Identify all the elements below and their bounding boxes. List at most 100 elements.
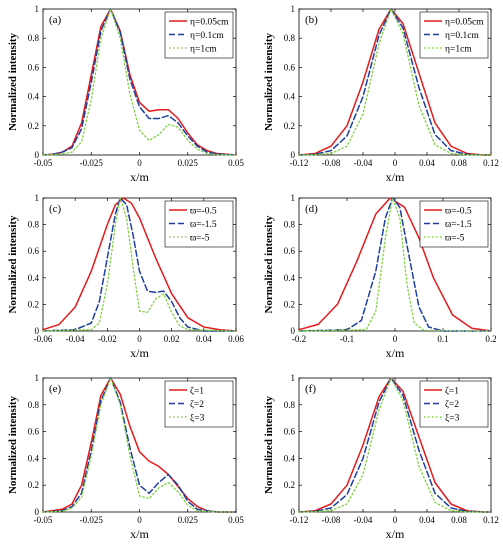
legend: ϖ=-0.5 ϖ=-1.5 ϖ=-5 bbox=[419, 200, 489, 248]
x-tick-label: -0.05 bbox=[34, 158, 53, 168]
y-tick-label: 0.2 bbox=[28, 121, 39, 131]
x-tick-label: -0.04 bbox=[66, 334, 85, 344]
legend-label: η=0.1cm bbox=[445, 31, 479, 41]
legend-label: ξ=3 bbox=[445, 414, 460, 424]
x-tick-label: -0.06 bbox=[34, 334, 53, 344]
y-tick-label: 0.2 bbox=[28, 299, 39, 309]
legend: ϖ=-0.5 ϖ=-1.5 ϖ=-5 bbox=[164, 200, 234, 248]
series-line-3 bbox=[298, 8, 492, 156]
y-tick-label: 0.4 bbox=[28, 273, 40, 283]
panel-label: (f) bbox=[305, 383, 316, 395]
y-axis-label: Normalized intensity bbox=[7, 215, 19, 314]
y-tick-label: 0 bbox=[35, 150, 40, 160]
y-tick-label: 0.2 bbox=[284, 121, 295, 131]
y-tick-label: 0.6 bbox=[28, 427, 40, 437]
x-tick-label: 0 bbox=[393, 158, 398, 168]
legend-label: ζ=2 bbox=[190, 399, 204, 410]
y-tick-label: 0.8 bbox=[28, 400, 40, 410]
series-line-3 bbox=[42, 8, 237, 156]
x-tick-label: 0.04 bbox=[419, 515, 435, 525]
legend: η=0.05cm η=0.1cm η=1cm bbox=[419, 11, 489, 59]
y-tick-label: 1 bbox=[35, 4, 40, 14]
x-axis-label: x/m bbox=[130, 170, 149, 184]
x-tick-label: 0.1 bbox=[437, 334, 448, 344]
y-tick-label: 0.6 bbox=[284, 427, 296, 437]
y-tick-label: 1 bbox=[291, 4, 296, 14]
x-tick-label: 0 bbox=[137, 515, 142, 525]
legend-box bbox=[164, 11, 234, 59]
series-line-2 bbox=[298, 8, 492, 156]
y-tick-label: 1 bbox=[291, 373, 296, 383]
y-tick-label: 0.8 bbox=[284, 400, 296, 410]
series-line-2 bbox=[42, 8, 237, 156]
legend-label: ζ=1 bbox=[190, 386, 204, 397]
y-tick-label: 0.8 bbox=[28, 220, 40, 230]
panel-label: (a) bbox=[49, 14, 62, 26]
x-tick-label: -0.12 bbox=[290, 158, 309, 168]
x-tick-label: 0.12 bbox=[483, 515, 499, 525]
legend-box bbox=[419, 380, 489, 428]
series-line-1 bbox=[42, 377, 237, 513]
legend-label: η=1cm bbox=[190, 45, 217, 55]
series-line-3 bbox=[42, 197, 237, 332]
y-tick-label: 0.4 bbox=[284, 92, 296, 102]
panel-label: (c) bbox=[49, 203, 62, 215]
series-line-2 bbox=[298, 197, 492, 332]
x-axis-label: x/m bbox=[130, 527, 149, 541]
y-tick-label: 0.4 bbox=[28, 453, 40, 463]
x-axis-label: x/m bbox=[130, 346, 149, 360]
legend-label: ϖ=-0.5 bbox=[445, 207, 472, 217]
y-tick-label: 0.2 bbox=[284, 480, 295, 490]
x-tick-label: 0 bbox=[137, 334, 142, 344]
legend-label: ϖ=-0.5 bbox=[190, 207, 217, 217]
x-axis-label: x/m bbox=[386, 346, 405, 360]
x-tick-label: 0 bbox=[137, 158, 142, 168]
x-tick-label: -0.02 bbox=[98, 334, 117, 344]
x-tick-label: 0.06 bbox=[228, 334, 244, 344]
legend: ζ=1 ζ=2 ξ=3 bbox=[164, 380, 234, 428]
x-tick-label: -0.04 bbox=[354, 515, 373, 525]
x-tick-label: 0.05 bbox=[228, 158, 244, 168]
y-tick-label: 1 bbox=[35, 193, 40, 203]
y-tick-label: 0.6 bbox=[28, 246, 40, 256]
series-line-1 bbox=[42, 8, 237, 156]
series-line-2 bbox=[42, 377, 237, 513]
panel-b: -0.12 -0.08 -0.04 0 0.04 0.08 0.12 0 0.2 0.4 0.6 0.… bbox=[263, 4, 499, 184]
legend-label: η=0.05cm bbox=[445, 18, 484, 28]
x-tick-label: 0.02 bbox=[164, 334, 180, 344]
y-tick-label: 1 bbox=[291, 193, 296, 203]
y-tick-label: 0.6 bbox=[284, 62, 296, 72]
panel-label: (e) bbox=[49, 383, 62, 395]
series-line-1 bbox=[42, 197, 237, 332]
x-tick-label: 0.08 bbox=[451, 515, 467, 525]
series-line-1 bbox=[298, 197, 492, 332]
y-tick-label: 1 bbox=[35, 373, 40, 383]
y-tick-label: 0 bbox=[291, 507, 296, 517]
legend-label: ϖ=-1.5 bbox=[190, 220, 217, 230]
x-tick-label: -0.08 bbox=[322, 158, 341, 168]
series-line-3 bbox=[42, 377, 237, 513]
panel-c: -0.06 -0.04 -0.02 0 0.02 0.04 0.06 0 0.2 0.4 0.6 0.… bbox=[7, 193, 244, 360]
x-tick-label: 0.025 bbox=[178, 158, 199, 168]
legend-box bbox=[419, 200, 489, 248]
legend-label: ζ=2 bbox=[445, 399, 459, 410]
y-tick-label: 0 bbox=[35, 507, 40, 517]
legend-label: η=1cm bbox=[445, 45, 472, 55]
y-axis-label: Normalized intensity bbox=[263, 32, 275, 131]
y-tick-label: 0.4 bbox=[284, 453, 296, 463]
legend: ζ=1 ζ=2 ξ=3 bbox=[419, 380, 489, 428]
y-axis-label: Normalized intensity bbox=[263, 395, 275, 494]
x-axis-label: x/m bbox=[386, 170, 405, 184]
y-tick-label: 0.6 bbox=[284, 246, 296, 256]
y-tick-label: 0.4 bbox=[284, 273, 296, 283]
x-tick-label: 0.2 bbox=[485, 334, 496, 344]
x-tick-label: -0.1 bbox=[340, 334, 354, 344]
legend-label: ϖ=-5 bbox=[190, 234, 210, 244]
y-tick-label: 0.8 bbox=[28, 33, 40, 43]
legend-label: ϖ=-5 bbox=[445, 234, 465, 244]
legend-label: η=0.1cm bbox=[190, 31, 224, 41]
series-line-2 bbox=[42, 197, 237, 332]
x-axis-label: x/m bbox=[386, 527, 405, 541]
series-line-3 bbox=[298, 197, 492, 332]
